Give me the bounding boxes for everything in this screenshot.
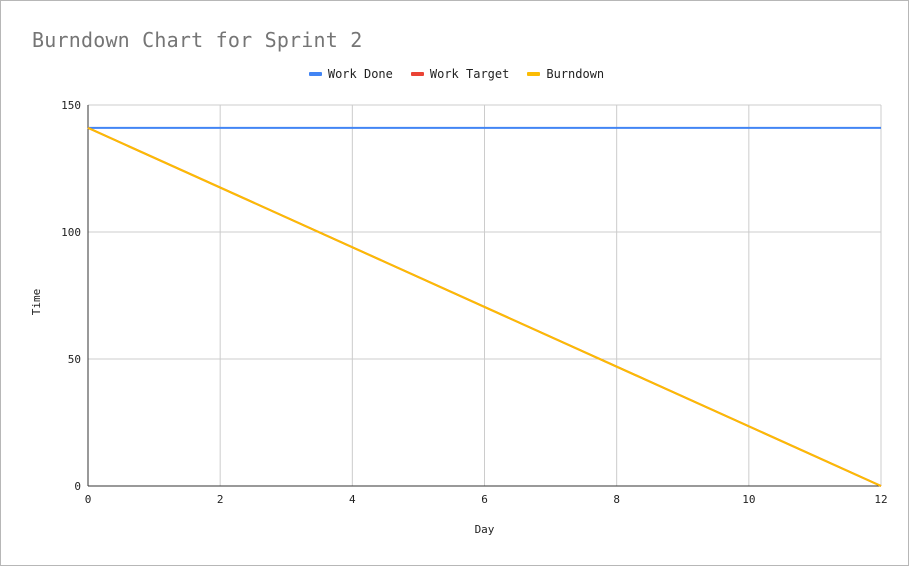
grid-lines — [87, 104, 882, 487]
legend-item-work-done: Work Done — [307, 67, 393, 81]
legend-label: Burndown — [546, 67, 605, 81]
chart-title: Burndown Chart for Sprint 2 — [32, 28, 363, 52]
x-axis-title: Day — [475, 523, 495, 536]
y-tick-label: 0 — [74, 480, 81, 493]
legend-swatch — [410, 72, 424, 76]
x-tick-label: 6 — [481, 493, 488, 506]
x-tick-label: 2 — [217, 493, 224, 506]
series-lines — [87, 126, 882, 487]
y-tick-label: 150 — [61, 99, 81, 112]
legend-swatch — [308, 72, 322, 76]
y-tick-label: 50 — [68, 353, 81, 366]
tick-labels: 0 2 4 6 8 10 12 0 50 100 150 — [61, 99, 888, 506]
x-tick-label: 10 — [742, 493, 755, 506]
series-line-burndown — [87, 126, 882, 487]
legend-item-work-target: Work Target — [409, 67, 509, 81]
x-tick-label: 4 — [349, 493, 356, 506]
legend-item-burndown: Burndown — [525, 67, 604, 81]
legend-swatch — [527, 72, 541, 76]
y-axis-title: Time — [30, 289, 43, 316]
legend-label: Work Done — [327, 67, 393, 81]
x-tick-label: 0 — [85, 493, 92, 506]
x-tick-label: 12 — [874, 493, 887, 506]
chart-legend: Work Done Work Target Burndown — [1, 67, 909, 81]
x-tick-label: 8 — [613, 493, 620, 506]
legend-label: Work Target — [429, 67, 510, 81]
y-tick-label: 100 — [61, 226, 81, 239]
axes — [87, 105, 881, 487]
